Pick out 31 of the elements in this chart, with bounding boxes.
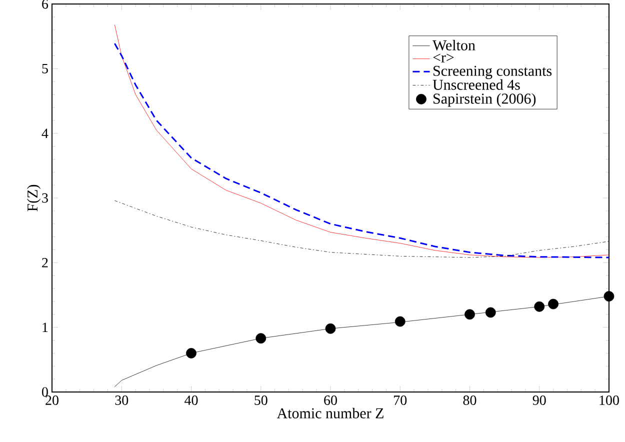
x-tick-label: 70	[394, 396, 407, 405]
point	[485, 307, 496, 318]
y-tick-label: 0	[42, 387, 48, 397]
y-tick-label: 2	[42, 258, 48, 268]
x-tick-label: 100	[600, 396, 619, 405]
y-tick-label: 5	[42, 64, 48, 74]
point	[604, 291, 614, 302]
x-tick-label: 40	[184, 396, 198, 405]
point	[548, 298, 558, 310]
x-tick-label: 50	[254, 396, 268, 405]
x-tick-label: 90	[532, 396, 546, 405]
y-tick-label: 3	[42, 193, 48, 203]
point	[325, 323, 336, 334]
point	[394, 316, 406, 327]
point	[256, 333, 266, 344]
legend-label: <r>	[433, 54, 454, 62]
x-tick-label: 60	[324, 396, 337, 405]
x-axis-title: Atomic number Z	[276, 408, 384, 418]
y-tick-label: 1	[42, 322, 48, 332]
x-tick-label: 80	[463, 396, 476, 405]
legend-label: Unscreened 4s	[432, 79, 520, 90]
y-axis-title: F(Z)	[27, 184, 41, 212]
legend-label: Sapirstein (2006)	[434, 93, 536, 107]
x-tick-label: 30	[115, 396, 128, 405]
legend-label: Screening constants	[434, 66, 552, 80]
x-tick-label: 20	[46, 396, 58, 405]
legend-label: Welton	[432, 40, 476, 50]
point	[534, 301, 545, 312]
point	[464, 309, 475, 320]
y-tick-label: 4	[42, 128, 48, 138]
point	[186, 348, 196, 358]
